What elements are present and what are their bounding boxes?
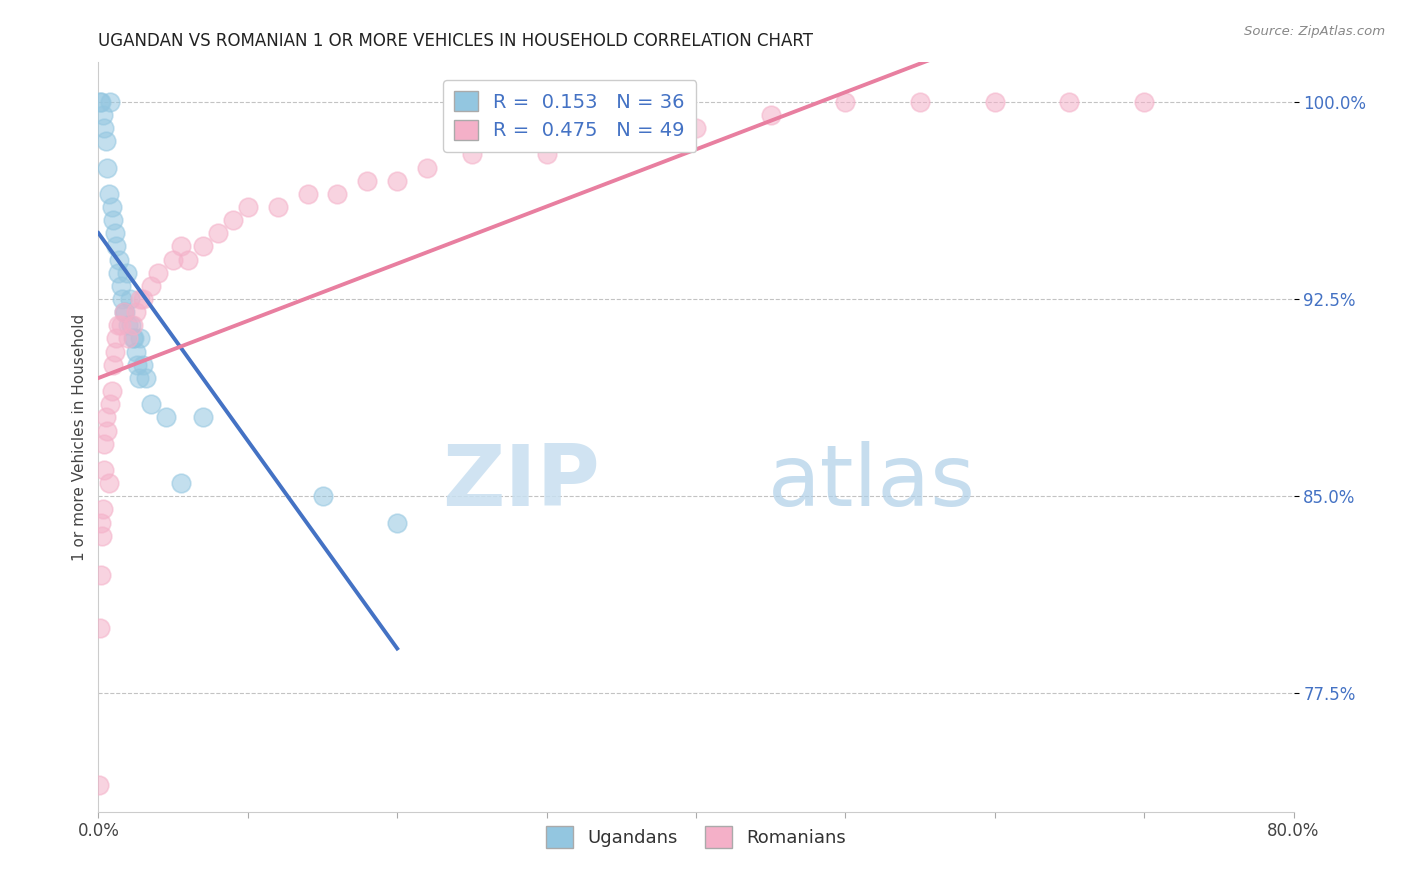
Point <box>129 331 152 345</box>
Point <box>103 213 125 227</box>
Point <box>94 410 117 425</box>
Text: UGANDAN VS ROMANIAN 1 OR MORE VEHICLES IN HOUSEHOLD CORRELATION CHART: UGANDAN VS ROMANIAN 1 OR MORE VEHICLES I… <box>98 32 814 50</box>
Point <box>117 318 139 333</box>
Point <box>104 227 127 241</box>
Point <box>93 463 115 477</box>
Point <box>311 489 333 503</box>
Point <box>96 161 118 175</box>
Text: Source: ZipAtlas.com: Source: ZipAtlas.com <box>1244 25 1385 38</box>
Point <box>356 174 378 188</box>
Point <box>759 108 782 122</box>
Text: atlas: atlas <box>768 441 976 524</box>
Point <box>124 331 146 345</box>
Point <box>326 186 349 201</box>
Point <box>132 292 155 306</box>
Point <box>155 410 177 425</box>
Point <box>135 371 157 385</box>
Point <box>97 476 120 491</box>
Point <box>98 95 122 109</box>
Point <box>125 305 148 319</box>
Point <box>105 331 128 345</box>
Point <box>191 410 214 425</box>
Point <box>90 95 112 109</box>
Point <box>94 134 117 148</box>
Point <box>908 95 931 109</box>
Point <box>112 305 135 319</box>
Point <box>685 121 707 136</box>
Point <box>139 397 162 411</box>
Point <box>93 121 115 136</box>
Point <box>267 200 290 214</box>
Point <box>101 200 124 214</box>
Y-axis label: 1 or more Vehicles in Household: 1 or more Vehicles in Household <box>72 313 87 561</box>
Point <box>132 358 155 372</box>
Point <box>139 279 162 293</box>
Point <box>121 318 143 333</box>
Point <box>416 161 439 175</box>
Point <box>96 424 118 438</box>
Point <box>169 476 191 491</box>
Point <box>385 174 409 188</box>
Point <box>236 200 259 214</box>
Point <box>125 344 148 359</box>
Point <box>110 318 132 333</box>
Point <box>984 95 1007 109</box>
Point <box>93 436 115 450</box>
Point <box>89 621 111 635</box>
Point <box>129 292 152 306</box>
Point <box>610 134 633 148</box>
Point <box>112 305 135 319</box>
Point <box>90 568 112 582</box>
Legend: Ugandans, Romanians: Ugandans, Romanians <box>538 819 853 855</box>
Point <box>91 529 114 543</box>
Point <box>108 252 131 267</box>
Point <box>536 147 558 161</box>
Text: ZIP: ZIP <box>443 441 600 524</box>
Point <box>148 266 170 280</box>
Point <box>91 502 114 516</box>
Point <box>103 358 125 372</box>
Point <box>111 292 134 306</box>
Point <box>191 239 214 253</box>
Point <box>162 252 184 267</box>
Point <box>1059 95 1081 109</box>
Point <box>117 331 139 345</box>
Point <box>107 266 129 280</box>
Point <box>101 384 124 398</box>
Point <box>118 292 141 306</box>
Point <box>169 239 191 253</box>
Point <box>461 147 484 161</box>
Point <box>105 239 128 253</box>
Point <box>127 358 149 372</box>
Point <box>98 397 122 411</box>
Point <box>297 186 319 201</box>
Point <box>91 108 114 122</box>
Point <box>834 95 856 109</box>
Point <box>104 344 127 359</box>
Point <box>222 213 245 227</box>
Point <box>121 331 143 345</box>
Point <box>89 95 111 109</box>
Point <box>120 318 142 333</box>
Point <box>207 227 229 241</box>
Point <box>385 516 409 530</box>
Point <box>177 252 200 267</box>
Point <box>115 266 138 280</box>
Point <box>97 186 120 201</box>
Point <box>89 779 111 793</box>
Point <box>1133 95 1156 109</box>
Point <box>110 279 132 293</box>
Point <box>128 371 150 385</box>
Point <box>107 318 129 333</box>
Point <box>90 516 112 530</box>
Point <box>114 305 136 319</box>
